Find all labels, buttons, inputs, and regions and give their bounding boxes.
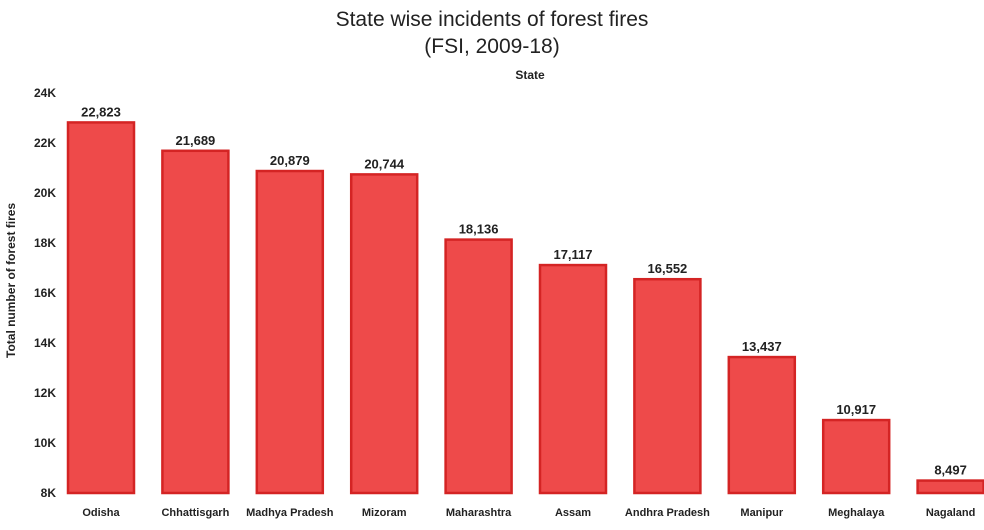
y-tick-label: 22K (34, 136, 56, 150)
x-tick-label: Mizoram (362, 507, 407, 519)
x-axis-label: State (515, 68, 545, 82)
y-tick-label: 24K (34, 86, 56, 100)
bar (161, 149, 230, 495)
y-tick-label: 20K (34, 186, 56, 200)
x-tick-label: Madhya Pradesh (246, 507, 334, 519)
y-tick-label: 12K (34, 386, 56, 400)
bar-value-label: 8,497 (934, 463, 967, 478)
x-tick-label: Meghalaya (828, 507, 885, 519)
bar-value-label: 17,117 (553, 247, 592, 262)
y-tick-label: 16K (34, 286, 56, 300)
bar (821, 418, 891, 495)
x-tick-label: Odisha (82, 507, 120, 519)
bar-value-label: 18,136 (459, 222, 499, 237)
bar-value-label: 13,437 (742, 339, 782, 354)
bar-value-label: 10,917 (836, 402, 876, 417)
bar-value-label: 16,552 (648, 261, 688, 276)
x-tick-label: Maharashtra (446, 507, 512, 519)
y-tick-label: 8K (41, 486, 57, 500)
bar (538, 263, 608, 495)
x-tick-label: Andhra Pradesh (625, 507, 710, 519)
y-tick-label: 10K (34, 436, 56, 450)
y-tick-label: 18K (34, 236, 56, 250)
bar (727, 355, 797, 495)
bar-value-label: 21,689 (176, 133, 216, 148)
bar (444, 238, 513, 495)
bar-value-label: 20,879 (270, 153, 310, 168)
bar-value-label: 22,823 (81, 104, 121, 119)
y-tick-label: 14K (34, 336, 56, 350)
bar (66, 121, 136, 495)
bar (255, 169, 325, 495)
bar (349, 173, 419, 495)
bar (633, 277, 702, 495)
bar-value-label: 20,744 (364, 156, 405, 171)
chart-subtitle: (FSI, 2009-18) (424, 35, 560, 58)
x-tick-label: Assam (555, 507, 591, 519)
chart-title: State wise incidents of forest fires (335, 8, 649, 31)
bar (916, 479, 984, 495)
x-tick-label: Manipur (740, 507, 783, 519)
x-tick-label: Nagaland (926, 507, 976, 519)
x-tick-label: Chhattisgarh (161, 507, 229, 519)
